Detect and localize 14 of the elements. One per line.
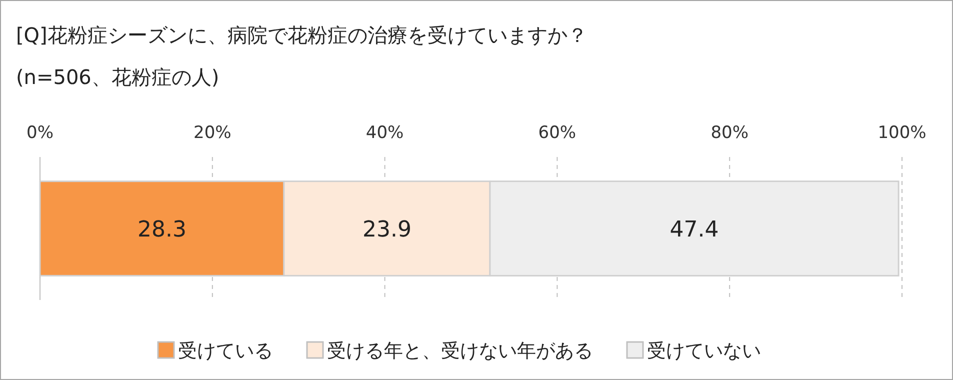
legend-label: 受けている (178, 340, 273, 362)
x-tick-label: 0% (26, 123, 54, 143)
x-tick-label: 60% (538, 123, 576, 143)
data-label: 28.3 (137, 218, 186, 242)
x-tick-label: 40% (366, 123, 404, 143)
data-label: 47.4 (670, 218, 719, 242)
legend-label: 受けていない (647, 340, 761, 362)
data-label: 23.9 (362, 218, 412, 242)
x-tick-label: 80% (710, 123, 748, 143)
x-tick-label: 20% (194, 123, 232, 143)
chart-title: [Q]花粉症シーズンに、病院で花粉症の治療を受けていますか？ (16, 23, 588, 47)
x-tick-label: 100% (878, 123, 926, 143)
chart-subtitle: (n=506、花粉症の人) (16, 65, 220, 89)
legend-label: 受ける年と、受けない年がある (327, 340, 593, 362)
